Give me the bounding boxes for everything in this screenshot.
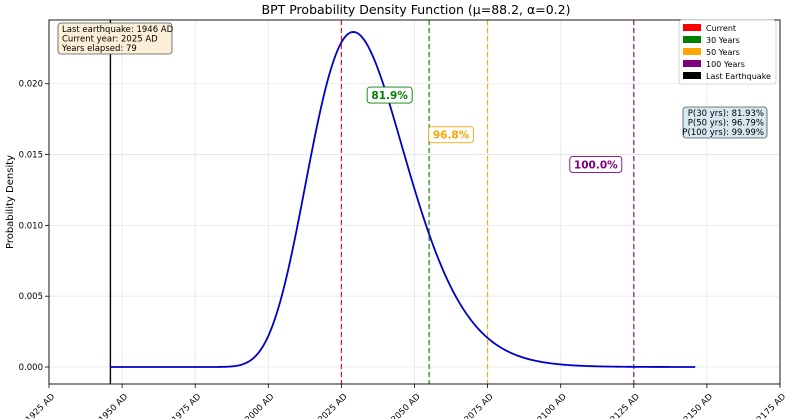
percentage-annotation: 96.8% [428, 126, 474, 144]
y-axis-ticks: 0.000 0.005 0.010 0.015 0.020 [19, 80, 49, 373]
annotations: 81.9% 96.8% 100.0% [366, 86, 623, 173]
y-tick-label: 0.010 [19, 221, 43, 231]
x-tick-label: 2100 AD [536, 392, 569, 419]
legend-background [678, 19, 777, 85]
annotation-box [428, 126, 474, 144]
annotation-text: 96.8% [433, 130, 470, 142]
legend-label: Current [706, 24, 736, 33]
x-tick-label: 2000 AD [243, 392, 276, 419]
curve-layer [110, 31, 696, 368]
legend-label: 100 Years [706, 60, 745, 69]
probability-line: P(100 yrs): 99.99% [682, 128, 764, 138]
y-tick-label: 0.005 [19, 292, 43, 302]
info-box-line: Current year: 2025 AD [62, 35, 158, 45]
x-axis-ticks: 1925 AD 1950 AD 1975 AD 2000 AD 2025 AD 2050 … [24, 384, 788, 419]
probability-line: P(30 yrs): 81.93% [688, 109, 764, 119]
annotation-box [366, 86, 413, 104]
probability-box: P(30 yrs): 81.93%P(50 yrs): 96.79%P(100 … [682, 106, 768, 139]
legend-swatch [683, 36, 701, 43]
density-curve [110, 31, 696, 368]
percentage-annotation: 100.0% [569, 156, 623, 173]
legend-label: 30 Years [706, 36, 740, 45]
legend-swatch [683, 48, 701, 55]
legend-swatch [683, 72, 701, 79]
x-tick-label: 1975 AD [170, 392, 203, 419]
vertical-lines [109, 20, 635, 384]
legend-label: Last Earthquake [706, 72, 771, 81]
legend-swatch [683, 60, 701, 67]
x-tick-label: 2075 AD [463, 392, 496, 419]
annotation-box [569, 156, 623, 173]
info-box-background [57, 22, 173, 55]
y-tick-label: 0.020 [19, 80, 43, 90]
legend-swatch [683, 24, 701, 31]
x-tick-label: 2050 AD [390, 392, 423, 419]
chart-title: BPT Probability Density Function (μ=88.2… [262, 2, 571, 17]
y-tick-label: 0.015 [19, 151, 43, 161]
grid-layer [48, 20, 781, 384]
annotation-text: 81.9% [371, 90, 408, 102]
x-tick-label: 1925 AD [24, 392, 57, 419]
info-box-line: Last earthquake: 1946 AD [62, 25, 174, 35]
legend-label: 50 Years [706, 48, 740, 57]
x-tick-label: 2125 AD [609, 392, 642, 419]
probability-line: P(50 yrs): 96.79% [688, 119, 764, 129]
legend: Current 30 Years 50 Years 100 Years Last Ear… [678, 19, 777, 85]
x-tick-label: 2025 AD [316, 392, 349, 419]
probability-box-background [682, 106, 768, 139]
percentage-annotation: 81.9% [366, 86, 413, 104]
y-axis-label: Probability Density [5, 155, 16, 249]
x-tick-label: 1950 AD [97, 392, 130, 419]
info-box-line: Years elapsed: 79 [61, 44, 137, 54]
x-tick-label: 2175 AD [755, 392, 788, 419]
annotation-text: 100.0% [574, 159, 618, 171]
y-tick-label: 0.000 [19, 363, 43, 373]
x-tick-label: 2150 AD [682, 392, 715, 419]
